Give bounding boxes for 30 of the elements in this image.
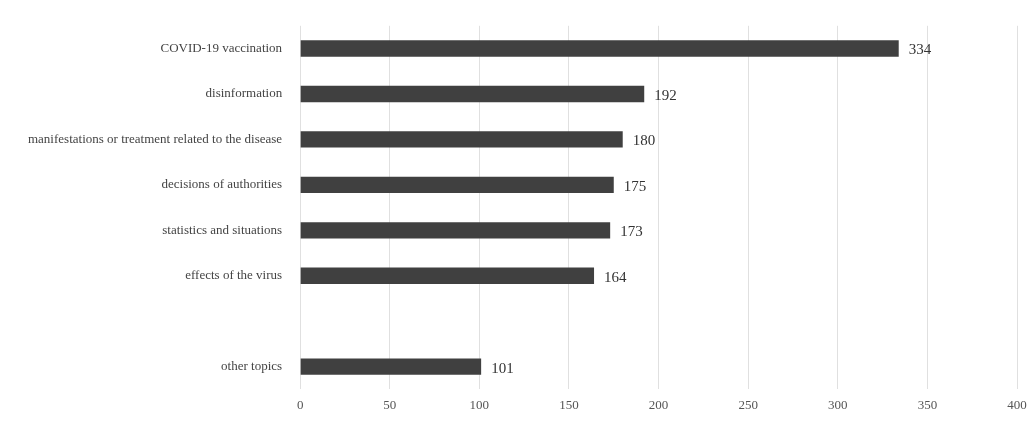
data-label: 334 xyxy=(908,41,932,58)
bar xyxy=(300,358,482,375)
data-label: 173 xyxy=(620,223,643,240)
bar xyxy=(300,176,614,194)
x-tick-label: 250 xyxy=(738,396,758,412)
data-label: 101 xyxy=(491,359,514,376)
x-tick-label: 400 xyxy=(1007,396,1027,412)
bar xyxy=(300,85,645,103)
y-tick-label: manifestations or treatment related to the disease xyxy=(27,130,283,146)
x-tick-label: 300 xyxy=(828,396,848,412)
data-label: 164 xyxy=(604,268,628,285)
y-tick-label: COVID-19 vaccination xyxy=(160,39,283,55)
y-tick-label: decisions of authorities xyxy=(161,176,283,192)
x-tick-label: 100 xyxy=(469,396,490,412)
bar xyxy=(300,40,899,57)
x-tick-label: 150 xyxy=(559,396,579,412)
y-tick-label: effects of the virus xyxy=(185,267,283,283)
x-tick-label: 350 xyxy=(917,396,938,412)
x-tick-label: 50 xyxy=(383,396,397,412)
bar xyxy=(300,131,623,148)
x-tick-label: 0 xyxy=(296,396,304,412)
y-tick-label: disinformation xyxy=(205,85,283,101)
data-label: 180 xyxy=(632,132,656,149)
data-label: 192 xyxy=(654,86,677,103)
data-label: 175 xyxy=(623,177,647,194)
y-tick-label: statistics and situations xyxy=(162,221,283,237)
bar xyxy=(300,267,595,284)
bar xyxy=(300,222,611,239)
x-tick-label: 200 xyxy=(648,396,669,412)
y-tick-label: other topics xyxy=(221,358,283,374)
